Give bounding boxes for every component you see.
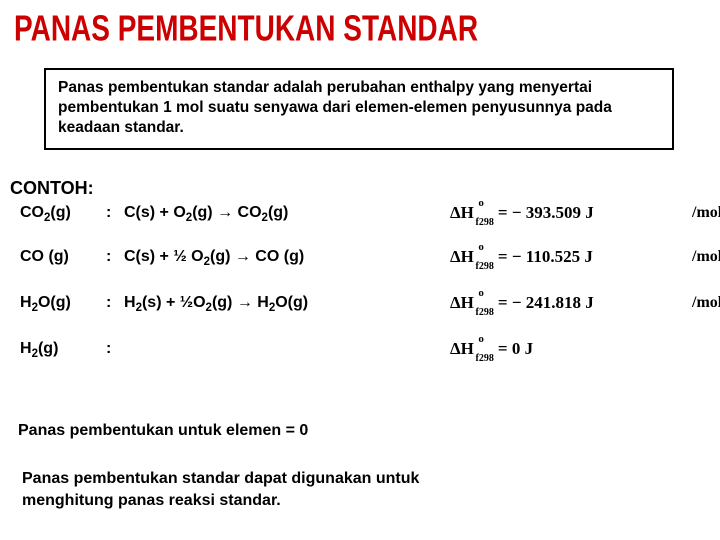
equation-row: CO2(g):C(s) + O2(g) → CO2(g) xyxy=(20,204,288,222)
delta-h-value: ΔHof298= − 393.509 J xyxy=(450,203,594,223)
reaction-equation: C(s) + O2(g) → CO2(g) xyxy=(124,204,288,222)
page-title: PANAS PEMBENTUKAN STANDAR xyxy=(14,8,478,50)
compound-label: H2(g) xyxy=(20,340,106,358)
note-element-zero: Panas pembentukan untuk elemen = 0 xyxy=(18,422,308,440)
delta-h-value: ΔHof298= 0 J xyxy=(450,339,533,359)
unit-per-mol: /mol xyxy=(692,204,720,222)
compound-label: CO (g) xyxy=(20,248,106,266)
definition-box: Panas pembentukan standar adalah perubah… xyxy=(44,68,674,150)
example-heading: CONTOH: xyxy=(10,178,94,199)
delta-h-value: ΔHof298= − 110.525 J xyxy=(450,247,593,267)
colon: : xyxy=(106,248,124,266)
reaction-equation: C(s) + ½ O2(g) → CO (g) xyxy=(124,248,304,266)
colon: : xyxy=(106,340,124,358)
compound-label: H2O(g) xyxy=(20,294,106,312)
reaction-equation: H2(s) + ½O2(g) → H2O(g) xyxy=(124,294,308,312)
note-usage: Panas pembentukan standar dapat digunaka… xyxy=(22,468,419,511)
unit-per-mol: /mol xyxy=(692,248,720,266)
colon: : xyxy=(106,204,124,222)
equation-row: H2O(g):H2(s) + ½O2(g) → H2O(g) xyxy=(20,294,308,312)
colon: : xyxy=(106,294,124,312)
delta-h-value: ΔHof298= − 241.818 J xyxy=(450,293,594,313)
equation-row: H2(g): xyxy=(20,340,124,358)
unit-per-mol: /mol xyxy=(692,294,720,312)
compound-label: CO2(g) xyxy=(20,204,106,222)
equation-row: CO (g):C(s) + ½ O2(g) → CO (g) xyxy=(20,248,304,266)
